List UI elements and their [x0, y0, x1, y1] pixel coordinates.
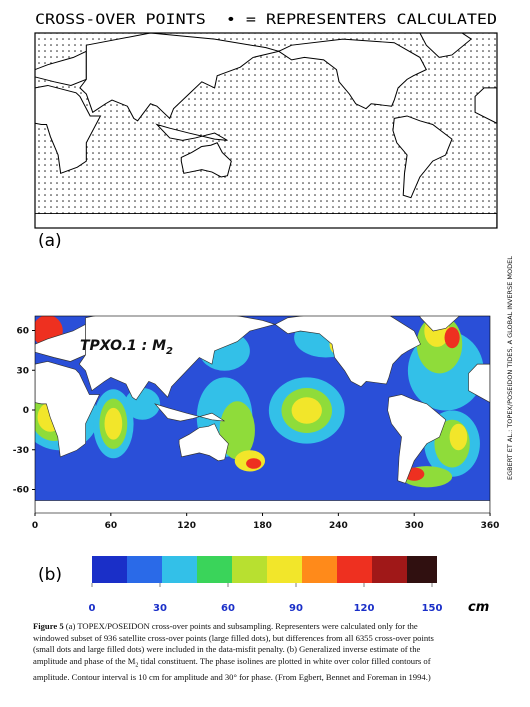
map-title: TPXO.1 : M2: [80, 338, 173, 357]
colorbar: [92, 556, 437, 583]
crossover-map: [35, 33, 497, 228]
x-tick-label: 180: [253, 521, 272, 531]
caption: Figure 5 (a) TOPEX/POSEIDON cross-over p…: [33, 621, 453, 683]
caption-text: (a) TOPEX/POSEIDON cross-over points and…: [33, 621, 434, 666]
map-title-subscript: 2: [166, 346, 173, 357]
panel-label: (b): [38, 565, 62, 585]
figure: CROSS-OVER POINTS • = REPRESENTERS CALCU…: [13, 12, 514, 615]
caption-subscript: 2: [135, 662, 139, 669]
x-tick-label: 300: [405, 521, 424, 531]
y-tick-label: 30: [16, 366, 29, 376]
colorbar-tick-label: 30: [153, 603, 167, 614]
y-tick-label: 60: [16, 327, 29, 337]
map-title-text: TPXO.1 : M: [80, 338, 166, 354]
x-tick-label: 0: [32, 521, 38, 531]
colorbar-tick-label: 60: [221, 603, 235, 614]
x-tick-label: 60: [105, 521, 118, 531]
running-head: EGBERT ET AL.: TOPEX/POSEIDON TIDES, A G…: [506, 256, 514, 480]
x-tick-label: 120: [177, 521, 196, 531]
colorbar-tick-label: 150: [422, 603, 443, 614]
y-tick-label: -30: [13, 446, 29, 456]
x-tick-label: 360: [481, 521, 500, 531]
panel-label: (a): [38, 231, 62, 251]
caption-label: Figure 5: [33, 621, 64, 631]
caption-text: tidal constituent. The phase isolines ar…: [33, 655, 431, 682]
colorbar-tick-label: 0: [89, 603, 96, 614]
colorbar-tick-label: 90: [289, 603, 303, 614]
y-tick-label: -60: [13, 486, 29, 496]
amplitude-map: [35, 316, 490, 513]
figure-a-title: CROSS-OVER POINTS • = REPRESENTERS CALCU…: [35, 12, 497, 28]
map-frame: [34, 32, 498, 229]
x-tick-label: 240: [329, 521, 348, 531]
colorbar-unit: cm: [468, 600, 489, 615]
y-tick-label: 0: [23, 406, 29, 416]
colorbar-tick-label: 120: [354, 603, 375, 614]
